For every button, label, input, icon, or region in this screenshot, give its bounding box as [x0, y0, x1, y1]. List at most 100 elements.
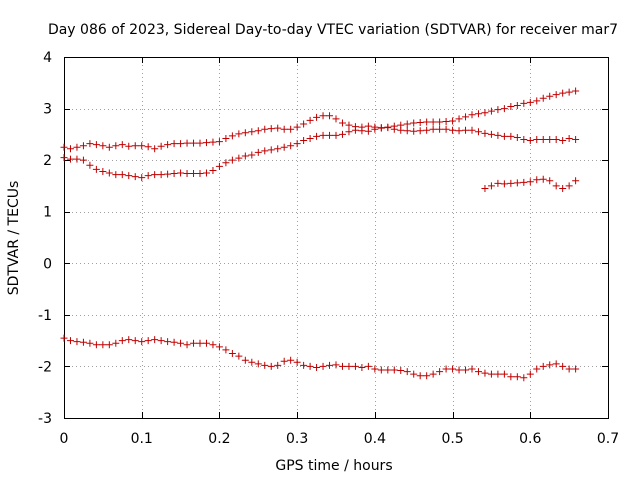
data-point-marker — [520, 136, 528, 144]
data-point-marker — [572, 177, 580, 185]
data-point-marker — [364, 127, 372, 135]
y-tick-label: 1 — [43, 205, 52, 221]
data-point-marker — [131, 173, 139, 181]
data-point-marker — [241, 129, 249, 137]
data-point-marker — [423, 118, 431, 126]
data-point-marker — [261, 147, 269, 155]
data-point-marker — [520, 178, 528, 186]
data-point-marker — [442, 117, 450, 125]
data-point-marker — [449, 117, 457, 125]
data-point-marker — [190, 339, 198, 347]
data-point-marker — [526, 98, 534, 106]
data-point-marker — [345, 121, 353, 129]
data-point-marker — [313, 113, 321, 121]
data-point-marker — [416, 118, 424, 126]
data-point-marker — [144, 143, 152, 151]
data-point-marker — [358, 363, 366, 371]
data-point-marker — [552, 91, 560, 99]
data-point-marker — [494, 370, 502, 378]
data-point-marker — [144, 172, 152, 180]
data-point-marker — [481, 369, 489, 377]
data-point-marker — [507, 132, 515, 140]
data-point-marker — [306, 116, 314, 124]
data-point-marker — [410, 370, 418, 378]
data-point-marker — [332, 361, 340, 369]
data-point-marker — [73, 143, 81, 151]
data-point-marker — [248, 358, 256, 366]
data-point-marker — [416, 127, 424, 135]
data-point-marker — [533, 365, 541, 373]
data-point-marker — [105, 169, 113, 177]
data-point-marker — [300, 361, 308, 369]
data-point-marker — [565, 365, 573, 373]
data-point-marker — [261, 361, 269, 369]
data-point-marker — [73, 338, 81, 346]
data-point-marker — [520, 374, 528, 382]
data-point-marker — [215, 343, 223, 351]
data-point-marker — [474, 128, 482, 136]
data-point-marker — [112, 339, 120, 347]
data-point-marker — [99, 167, 107, 175]
data-point-marker — [507, 179, 515, 187]
data-point-marker — [144, 337, 152, 345]
data-point-marker — [222, 159, 230, 167]
y-tick-label: 3 — [43, 102, 52, 118]
y-tick-label: -1 — [38, 308, 52, 324]
data-point-marker — [326, 131, 334, 139]
data-point-marker — [423, 372, 431, 380]
x-axis-label: GPS time / hours — [275, 458, 392, 474]
data-point-marker — [118, 171, 126, 179]
data-point-marker — [60, 143, 68, 151]
series-lower-track — [60, 334, 580, 382]
data-point-marker — [481, 185, 489, 193]
data-point-marker — [397, 367, 405, 375]
data-point-marker — [546, 361, 554, 369]
x-tick-label: 0.5 — [441, 431, 463, 447]
data-point-marker — [267, 362, 275, 370]
data-point-marker — [254, 360, 262, 368]
data-point-marker — [500, 132, 508, 140]
data-point-marker — [539, 136, 547, 144]
data-point-marker — [79, 142, 87, 150]
data-point-marker — [559, 185, 567, 193]
data-point-marker — [474, 110, 482, 118]
data-point-marker — [66, 145, 74, 153]
data-point-marker — [254, 127, 262, 135]
data-point-marker — [410, 119, 418, 127]
data-point-marker — [196, 139, 204, 147]
data-point-marker — [338, 130, 346, 138]
data-point-marker — [202, 169, 210, 177]
data-point-marker — [138, 142, 146, 150]
data-point-marker — [228, 156, 236, 164]
data-point-marker — [539, 94, 547, 102]
y-tick-label: 4 — [43, 50, 52, 66]
data-point-marker — [183, 170, 191, 178]
data-point-marker — [287, 142, 295, 150]
data-point-marker — [280, 143, 288, 151]
chart-title: Day 086 of 2023, Sidereal Day-to-day VTE… — [48, 22, 618, 38]
data-point-marker — [190, 170, 198, 178]
data-point-marker — [462, 126, 470, 134]
series-short-track — [481, 175, 580, 193]
y-tick-labels: -3 -2 -1 0 1 2 3 4 — [38, 50, 52, 427]
series-upper-track — [60, 112, 580, 153]
data-point-marker — [170, 140, 178, 148]
y-tick-label: -3 — [38, 411, 52, 427]
data-point-marker — [533, 97, 541, 105]
data-point-marker — [390, 122, 398, 130]
data-point-marker — [280, 357, 288, 365]
data-point-marker — [338, 119, 346, 127]
data-point-marker — [494, 179, 502, 187]
data-point-marker — [429, 118, 437, 126]
data-point-marker — [526, 370, 534, 378]
data-point-marker — [559, 362, 567, 370]
data-point-marker — [131, 337, 139, 345]
data-point-marker — [287, 356, 295, 364]
data-point-marker — [500, 105, 508, 113]
data-point-marker — [565, 88, 573, 96]
data-point-marker — [442, 125, 450, 133]
data-point-marker — [60, 154, 68, 162]
data-point-marker — [552, 182, 560, 190]
data-point-marker — [222, 134, 230, 142]
data-point-marker — [559, 89, 567, 97]
